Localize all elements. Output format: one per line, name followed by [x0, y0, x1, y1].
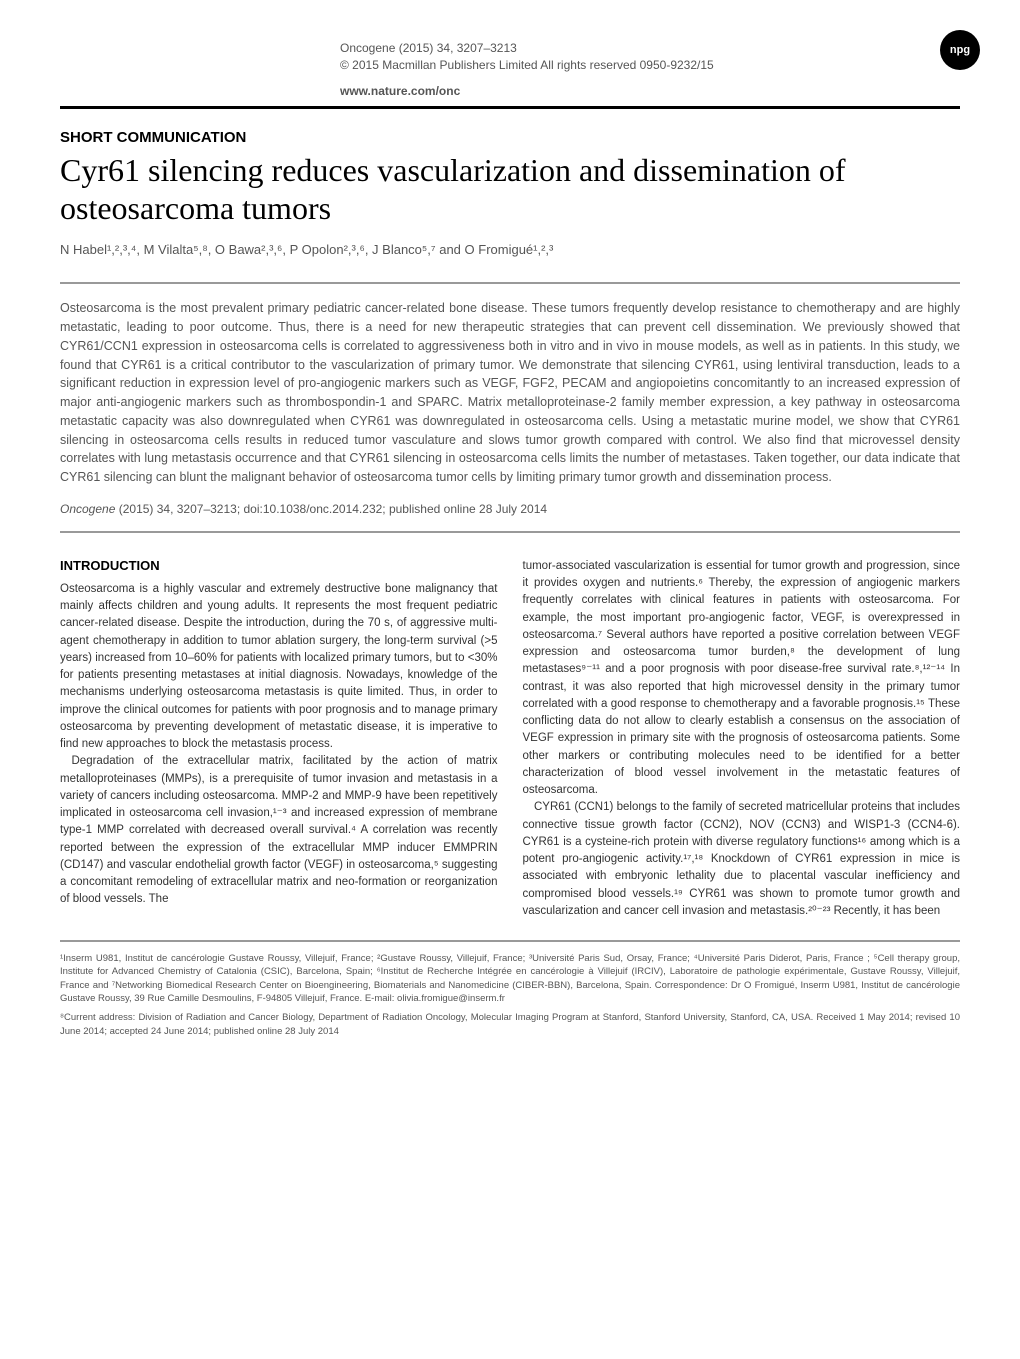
introduction-heading: INTRODUCTION	[60, 558, 498, 573]
page-header: npg Oncogene (2015) 34, 3207–3213 © 2015…	[60, 40, 960, 109]
right-column: tumor-associated vascularization is esse…	[523, 558, 961, 920]
citation-details: (2015) 34, 3207–3213; doi:10.1038/onc.20…	[115, 502, 547, 516]
introduction-text-left: Osteosarcoma is a highly vascular and ex…	[60, 581, 498, 909]
introduction-text-right: tumor-associated vascularization is esse…	[523, 558, 961, 920]
intro-para-4: CYR61 (CCN1) belongs to the family of se…	[523, 799, 961, 920]
abstract-container: Osteosarcoma is the most prevalent prima…	[60, 282, 960, 533]
article-type: SHORT COMMUNICATION	[60, 129, 960, 146]
npg-badge: npg	[940, 30, 980, 70]
citation-line: Oncogene (2015) 34, 3207–3213; doi:10.10…	[60, 502, 960, 516]
intro-para-1: Osteosarcoma is a highly vascular and ex…	[60, 581, 498, 754]
left-column: INTRODUCTION Osteosarcoma is a highly va…	[60, 558, 498, 920]
intro-para-3: tumor-associated vascularization is esse…	[523, 558, 961, 800]
copyright-line: © 2015 Macmillan Publishers Limited All …	[340, 57, 960, 74]
citation-journal: Oncogene	[60, 502, 115, 516]
current-address: ⁸Current address: Division of Radiation …	[60, 1011, 960, 1038]
abstract-text: Osteosarcoma is the most prevalent prima…	[60, 299, 960, 487]
footer-section: ¹Inserm U981, Institut de cancérologie G…	[60, 940, 960, 1038]
article-title: Cyr61 silencing reduces vascularization …	[60, 151, 960, 228]
journal-citation: Oncogene (2015) 34, 3207–3213	[340, 40, 960, 57]
affiliations: ¹Inserm U981, Institut de cancérologie G…	[60, 952, 960, 1005]
website-url: www.nature.com/onc	[340, 84, 960, 98]
body-columns: INTRODUCTION Osteosarcoma is a highly va…	[60, 558, 960, 920]
intro-para-2: Degradation of the extracellular matrix,…	[60, 753, 498, 908]
author-list: N Habel¹,²,³,⁴, M Vilalta⁵,⁸, O Bawa²,³,…	[60, 242, 960, 257]
